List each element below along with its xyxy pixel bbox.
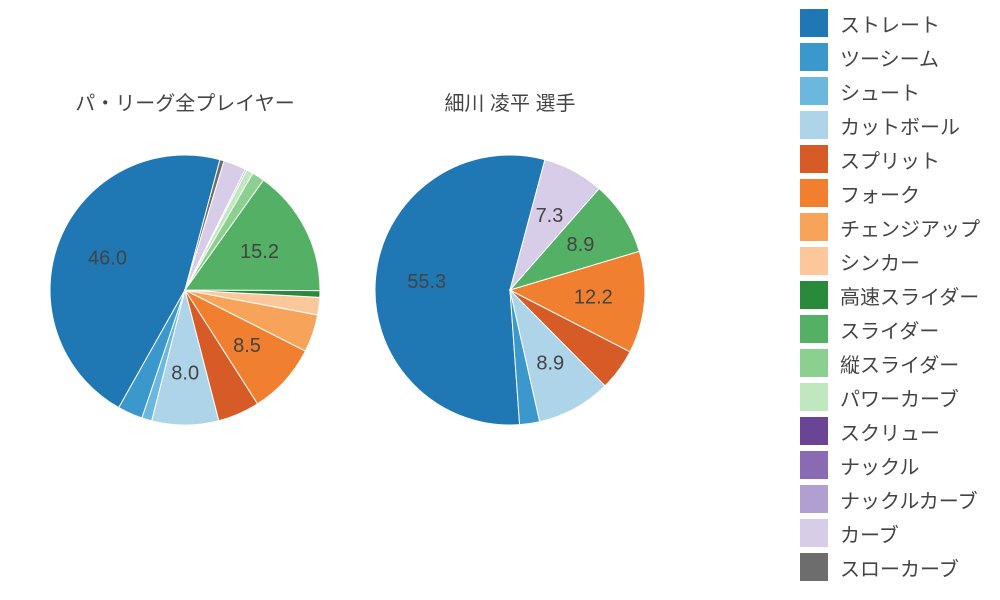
legend-item-split: スプリット [800,142,980,176]
slice-label: 55.3 [407,271,446,293]
slice-label: 7.3 [536,205,564,227]
legend-swatch [800,77,828,105]
legend-label: スライダー [840,315,939,344]
legend-item-power_curve: パワーカーブ [800,380,980,414]
legend-swatch [800,179,828,207]
slice-label: 8.9 [567,234,595,256]
legend-label: ツーシーム [840,43,939,72]
legend-item-slow_curve: スローカーブ [800,550,980,584]
legend-swatch [800,519,828,547]
legend-item-curve: カーブ [800,516,980,550]
legend-label: シュート [840,77,920,106]
legend-item-screw: スクリュー [800,414,980,448]
pie-charts-area: パ・リーグ全プレイヤー 46.0 8.0 8.5 15.2 細川 凌平 選手 55.3 8.9… [0,0,680,600]
legend-label: シンカー [840,247,920,276]
legend: ストレートツーシームシュートカットボールスプリットフォークチェンジアップシンカー… [794,0,990,590]
slice-label: 15.2 [240,241,279,263]
pie-title: 細川 凌平 選手 [444,92,575,115]
slice-label: 8.5 [233,335,261,357]
legend-item-knuckle_curve: ナックルカーブ [800,482,980,516]
legend-label: 高速スライダー [840,281,979,310]
legend-swatch [800,247,828,275]
legend-swatch [800,213,828,241]
legend-swatch [800,349,828,377]
legend-item-knuckle: ナックル [800,448,980,482]
legend-item-cutball: カットボール [800,108,980,142]
legend-label: ストレート [840,9,940,38]
legend-swatch [800,43,828,71]
legend-swatch [800,417,828,445]
slice-label: 12.2 [574,287,613,309]
pie-title: パ・リーグ全プレイヤー [75,92,294,115]
legend-swatch [800,383,828,411]
slice-label: 8.9 [536,352,564,374]
legend-swatch [800,553,828,581]
slice-label: 46.0 [88,247,127,269]
legend-item-fork: フォーク [800,176,980,210]
legend-label: フォーク [840,179,920,208]
legend-swatch [800,9,828,37]
legend-label: ナックルカーブ [840,485,978,514]
legend-swatch [800,451,828,479]
legend-label: パワーカーブ [840,383,959,412]
legend-label: カーブ [840,519,899,548]
legend-swatch [800,111,828,139]
legend-swatch [800,281,828,309]
legend-item-sinker: シンカー [800,244,980,278]
legend-item-twoseam: ツーシーム [800,40,980,74]
legend-label: スローカーブ [840,553,959,582]
legend-label: スプリット [840,145,940,174]
legend-item-straight: ストレート [800,6,980,40]
legend-item-shoot: シュート [800,74,980,108]
legend-label: 縦スライダー [840,349,959,378]
legend-label: カットボール [840,111,960,140]
chart-container: パ・リーグ全プレイヤー 46.0 8.0 8.5 15.2 細川 凌平 選手 55.3 8.9… [0,0,1000,600]
pies-svg: パ・リーグ全プレイヤー 46.0 8.0 8.5 15.2 細川 凌平 選手 55.3 8.9… [0,0,680,600]
legend-item-fast_slider: 高速スライダー [800,278,980,312]
legend-swatch [800,315,828,343]
legend-item-slider: スライダー [800,312,980,346]
legend-swatch [800,485,828,513]
slice-label: 8.0 [171,363,199,385]
legend-label: チェンジアップ [840,213,980,242]
legend-label: スクリュー [840,417,940,446]
legend-swatch [800,145,828,173]
legend-item-vert_slider: 縦スライダー [800,346,980,380]
legend-label: ナックル [840,451,919,480]
legend-item-changeup: チェンジアップ [800,210,980,244]
